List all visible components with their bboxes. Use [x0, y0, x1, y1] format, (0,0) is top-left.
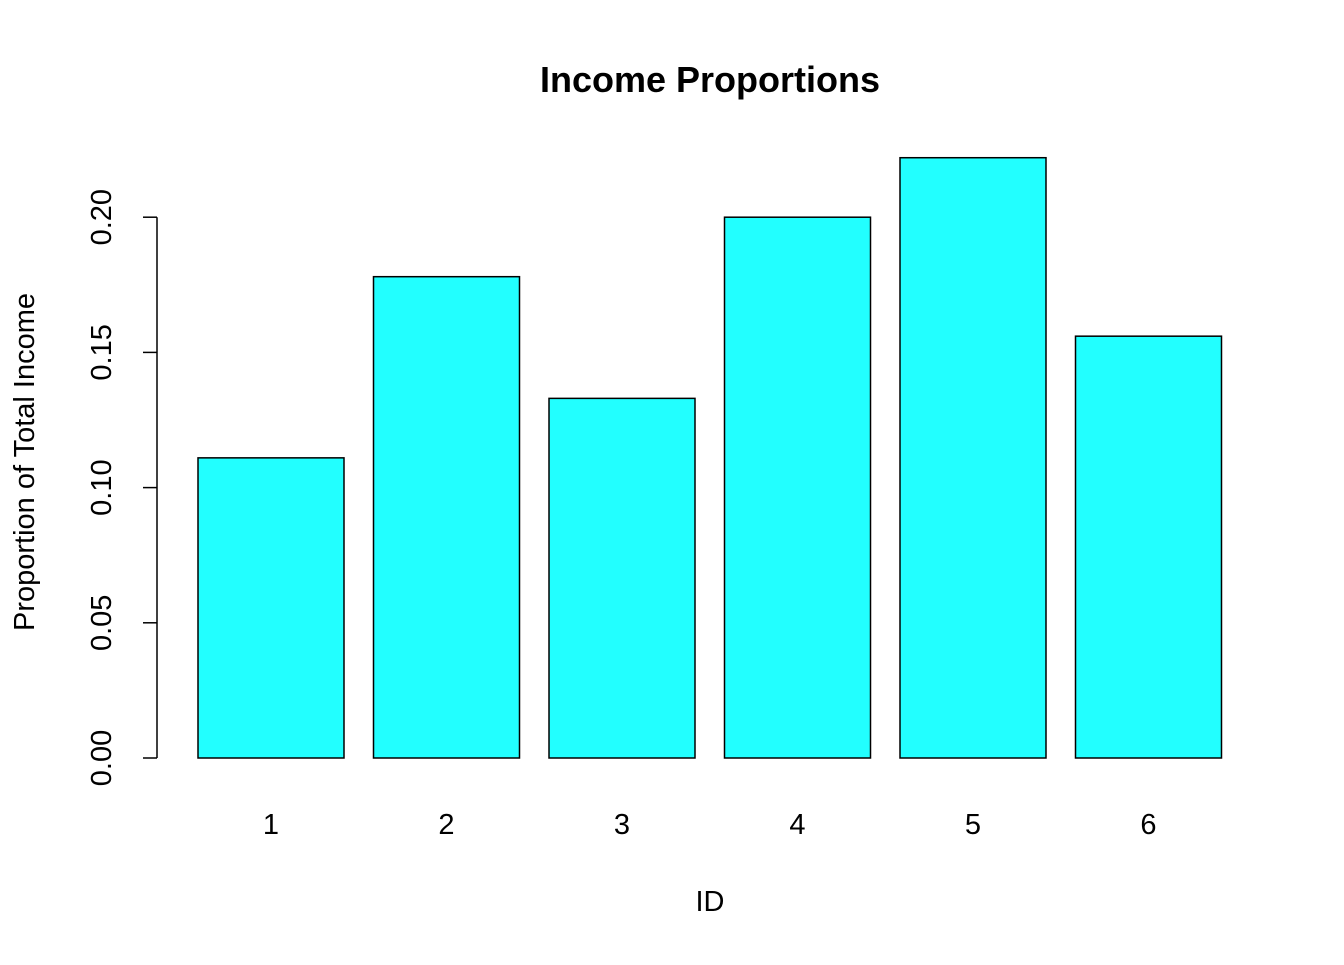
bars — [197, 156, 1223, 759]
bar — [899, 156, 1047, 759]
y-tick-label: 0.10 — [86, 459, 118, 515]
y-axis: 0.00 0.05 0.10 0.15 0.20 — [86, 189, 158, 786]
bar — [372, 275, 521, 759]
x-tick-label: 1 — [263, 809, 279, 841]
x-tick-labels: 1 2 3 4 5 6 — [263, 809, 1157, 841]
y-tick-label: 0.20 — [86, 189, 118, 245]
bar — [197, 457, 345, 759]
bar — [1074, 335, 1223, 759]
x-axis-label: ID — [696, 886, 725, 918]
chart-title: Income Proportions — [540, 59, 880, 100]
x-tick-label: 5 — [965, 809, 981, 841]
x-tick-label: 4 — [789, 809, 805, 841]
bar — [548, 397, 696, 759]
x-tick-label: 3 — [614, 809, 630, 841]
y-tick-label: 0.00 — [86, 730, 118, 786]
y-tick-label: 0.15 — [86, 324, 118, 380]
y-axis-label: Proportion of Total Income — [9, 293, 41, 631]
x-tick-label: 2 — [438, 809, 454, 841]
y-tick-label: 0.05 — [86, 595, 118, 651]
bar — [723, 216, 872, 759]
x-tick-label: 6 — [1140, 809, 1156, 841]
